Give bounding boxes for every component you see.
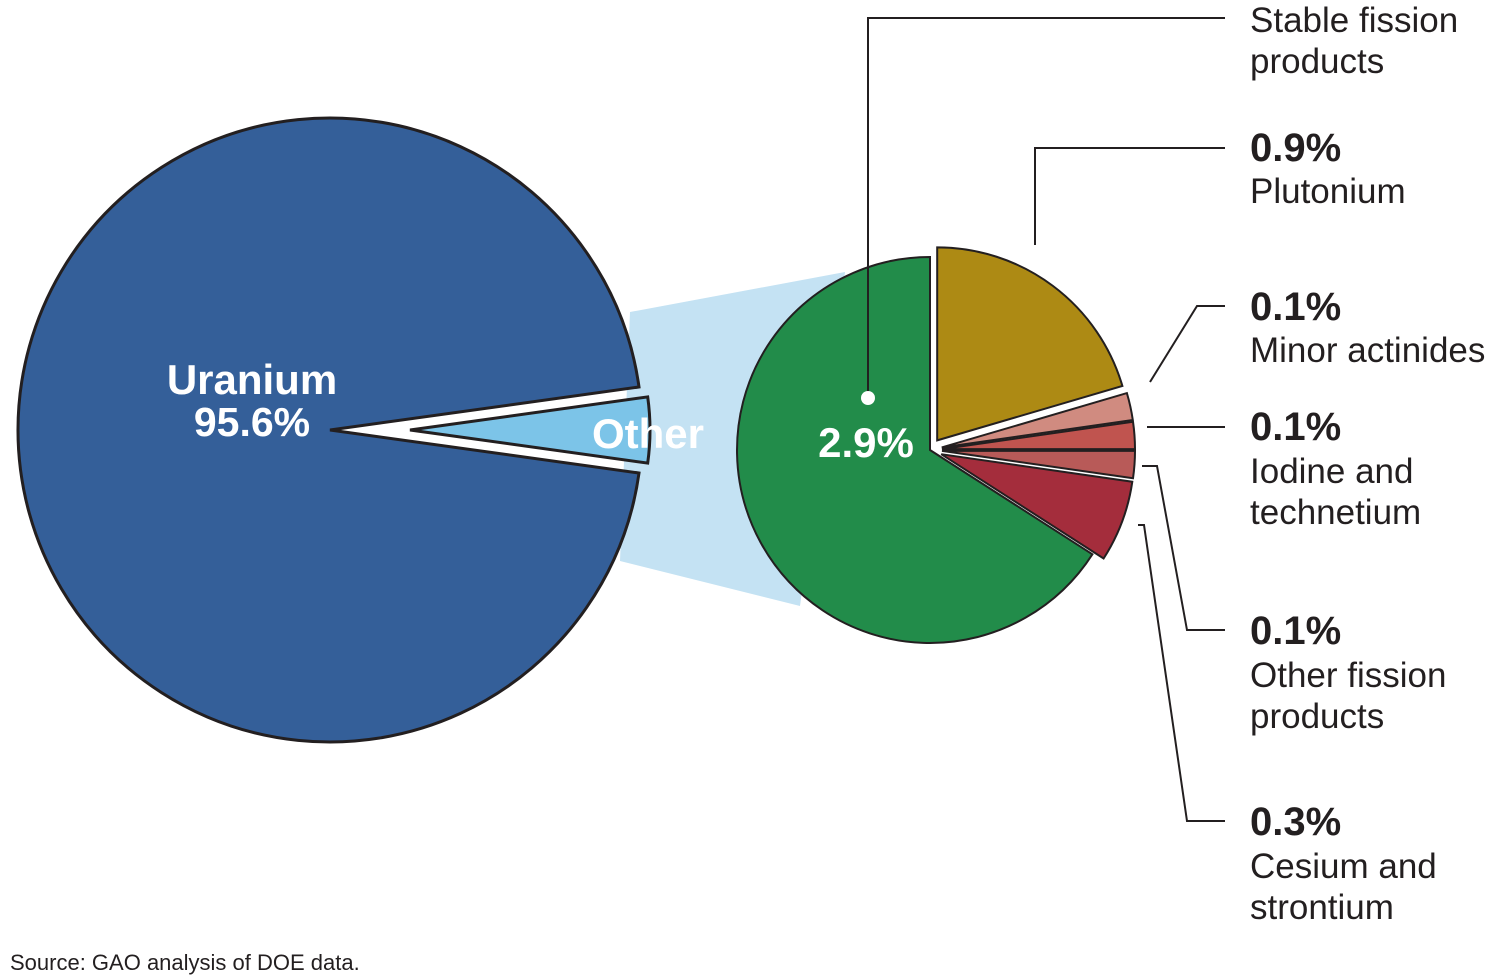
leader-line-plutonium: [1034, 147, 1225, 245]
source-note: Source: GAO analysis of DOE data.: [10, 950, 360, 975]
leader-line-cesium: [1138, 524, 1225, 822]
pie-slice-minor-actinides: [941, 391, 1134, 449]
uranium-label: Uranium: [167, 356, 337, 403]
leader-dot: [861, 391, 875, 405]
other-label: Other: [592, 410, 704, 457]
leader-line-other-fission: [1142, 465, 1225, 631]
value-other-fission-products: 0.1%: [1250, 609, 1341, 653]
pie-slice-iodine-and-technetium: [941, 420, 1137, 451]
label-stable-fission-products: Stable fission products: [1250, 1, 1458, 81]
legend-labels: Stable fission products 0.9% Plutonium 0.…: [1250, 1, 1485, 927]
pie-slice-other-fission-products: [941, 449, 1137, 480]
value-plutonium: 0.9%: [1250, 126, 1341, 170]
label-iodine-technetium: Iodine and technetium: [1250, 452, 1421, 532]
pie-slice-other: [409, 395, 652, 465]
pie-slice-plutonium: [936, 246, 1124, 442]
value-iodine-technetium: 0.1%: [1250, 405, 1341, 449]
leader-lines: [867, 17, 1225, 822]
leader-line-minor-actinides: [1149, 305, 1225, 383]
pie-slice-cesium-and-strontium: [940, 453, 1134, 560]
leader-line-stable: [867, 17, 1225, 398]
label-cesium-strontium: Cesium and strontium: [1250, 847, 1437, 927]
stable-fission-value-label: 2.9%: [818, 419, 914, 466]
breakdown-pie: [736, 246, 1137, 644]
label-minor-actinides: Minor actinides: [1250, 331, 1485, 370]
pie-slice-uranium: [16, 116, 641, 744]
uranium-value-label: 95.6%: [194, 399, 310, 445]
value-cesium-strontium: 0.3%: [1250, 800, 1341, 844]
pie-slice-stable-fission-products: [736, 255, 1094, 644]
label-other-fission-products: Other fission products: [1250, 656, 1446, 736]
value-minor-actinides: 0.1%: [1250, 285, 1341, 329]
label-plutonium: Plutonium: [1250, 172, 1406, 211]
